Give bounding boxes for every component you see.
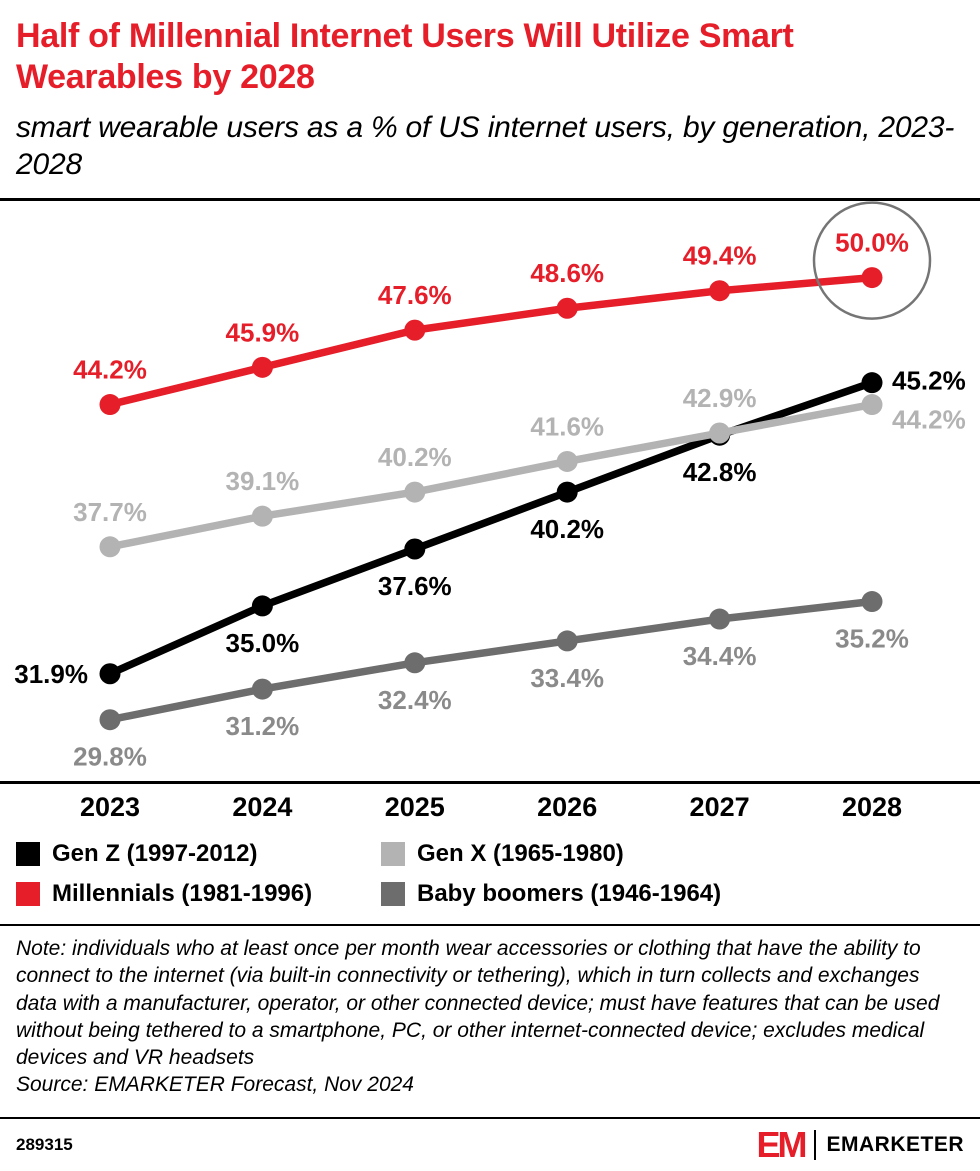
value-label: 35.2% xyxy=(835,623,909,653)
source-text: Source: EMARKETER Forecast, Nov 2024 xyxy=(16,1073,414,1097)
data-point xyxy=(251,678,273,700)
x-axis-rule xyxy=(0,780,980,784)
value-label: 32.4% xyxy=(378,685,452,715)
value-label: 37.6% xyxy=(378,571,452,601)
value-label: 35.0% xyxy=(226,628,300,658)
emarketer-logo-icon: EM xyxy=(756,1124,807,1165)
value-label: 44.2% xyxy=(892,404,966,434)
x-tick-2024: 2024 xyxy=(232,791,293,822)
data-point xyxy=(556,450,578,472)
legend-label: Millennials (1981-1996) xyxy=(52,879,313,907)
legend-swatch-icon xyxy=(16,841,40,866)
value-label: 40.2% xyxy=(378,442,452,472)
data-point xyxy=(99,709,121,731)
legend-swatch-icon xyxy=(381,881,405,906)
data-point xyxy=(709,422,731,444)
legend-item: Gen Z (1997-2012) xyxy=(16,840,381,868)
x-tick-2023: 2023 xyxy=(79,791,141,822)
chart-area: 31.9% 35.0% 37.6% 40.2% 42.8% 45.2% 44.2% 45.9%… xyxy=(0,201,980,781)
line-chart: 31.9% 35.0% 37.6% 40.2% 42.8% 45.2% 44.2% 45.9%… xyxy=(14,201,966,772)
x-tick-2025: 2025 xyxy=(384,791,445,822)
brand: EM EMARKETER xyxy=(756,1127,964,1163)
x-tick-2028: 2028 xyxy=(841,791,903,822)
data-point xyxy=(709,280,731,302)
logo-divider-icon xyxy=(814,1130,817,1160)
series-line-2 xyxy=(106,400,876,551)
chart-title: Half of Millennial Internet Users Will U… xyxy=(16,17,794,97)
value-label: 31.2% xyxy=(226,711,300,741)
value-label: 50.0% xyxy=(835,228,909,258)
x-tick-2026: 2026 xyxy=(537,791,598,822)
value-label: 33.4% xyxy=(530,663,604,693)
legend-swatch-icon xyxy=(381,841,405,866)
data-point xyxy=(404,481,426,503)
data-point xyxy=(556,481,578,503)
chart-id: 289315 xyxy=(16,1135,73,1154)
top-rule xyxy=(0,197,980,201)
value-label: 45.2% xyxy=(892,366,966,396)
x-tick-2027: 2027 xyxy=(689,791,750,822)
series-line-1 xyxy=(106,273,876,409)
value-label: 48.6% xyxy=(530,258,604,288)
value-label: 49.4% xyxy=(683,241,757,271)
value-label: 29.8% xyxy=(73,742,147,772)
note-block: Note: individuals who at least once per … xyxy=(0,926,980,1099)
footer: 289315 EM EMARKETER xyxy=(0,1117,980,1171)
value-label: 42.9% xyxy=(683,383,757,413)
data-point xyxy=(251,356,273,378)
legend-item: Baby boomers (1946-1964) xyxy=(381,880,964,908)
value-label: 45.9% xyxy=(226,317,300,347)
value-label: 44.2% xyxy=(73,354,147,384)
data-point xyxy=(861,393,883,415)
legend-label: Gen Z (1997-2012) xyxy=(52,839,258,867)
x-axis-labels: 2023 2024 2025 2026 2027 2028 xyxy=(0,784,980,830)
header: Half of Millennial Internet Users Will U… xyxy=(0,0,980,184)
value-label: 37.7% xyxy=(73,497,147,527)
value-label: 42.8% xyxy=(683,457,757,487)
value-label: 47.6% xyxy=(378,280,452,310)
legend-label: Baby boomers (1946-1964) xyxy=(417,879,722,907)
legend: Gen Z (1997-2012) Gen X (1965-1980) Millen… xyxy=(0,830,980,924)
value-label: 39.1% xyxy=(226,466,300,496)
legend-label: Gen X (1965-1980) xyxy=(417,839,624,867)
data-point xyxy=(251,595,273,617)
data-point xyxy=(251,505,273,527)
data-point xyxy=(404,538,426,560)
data-point xyxy=(99,663,121,685)
data-point xyxy=(99,393,121,415)
legend-swatch-icon xyxy=(16,881,40,906)
data-point xyxy=(861,590,883,612)
legend-item: Millennials (1981-1996) xyxy=(16,880,381,908)
brand-name: EMARKETER xyxy=(826,1133,964,1156)
value-label: 34.4% xyxy=(683,641,757,671)
note-rule xyxy=(0,923,980,926)
highlight-circle xyxy=(812,201,932,320)
data-point xyxy=(861,372,883,394)
data-point xyxy=(709,608,731,630)
value-label: 31.9% xyxy=(14,659,88,689)
note-text: Note: individuals who at least once per … xyxy=(16,936,940,1070)
data-point xyxy=(556,630,578,652)
chart-subtitle: smart wearable users as a % of US intern… xyxy=(16,110,955,182)
data-point xyxy=(404,319,426,341)
value-label: 41.6% xyxy=(530,411,604,441)
data-point xyxy=(556,297,578,319)
series-line-3 xyxy=(106,597,876,724)
legend-item: Gen X (1965-1980) xyxy=(381,840,964,868)
value-label: 40.2% xyxy=(530,514,604,544)
data-point xyxy=(404,652,426,674)
data-point xyxy=(861,267,883,289)
data-point xyxy=(99,536,121,558)
